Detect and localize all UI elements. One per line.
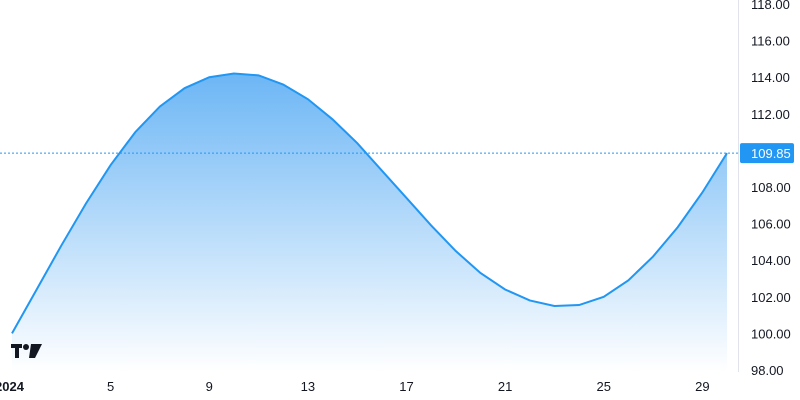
x-tick-label: 25 — [596, 379, 610, 394]
y-tick-label: 112.00 — [751, 107, 790, 122]
x-tick-label: 9 — [206, 379, 213, 394]
last-value-badge: 109.85 — [740, 143, 794, 164]
area-fill — [12, 73, 727, 372]
y-tick-label: 118.00 — [751, 0, 790, 12]
series-line — [11, 72, 728, 334]
y-tick-label: 116.00 — [751, 34, 790, 49]
x-tick-label: 29 — [695, 379, 709, 394]
y-tick-label: 106.00 — [751, 217, 791, 232]
last-value-label: 109.85 — [751, 146, 791, 161]
y-tick-label: 114.00 — [751, 70, 790, 85]
y-tick-label: 108.00 — [751, 180, 791, 195]
x-tick-label: 17 — [399, 379, 413, 394]
x-tick-label: 5 — [107, 379, 114, 394]
y-tick-label: 98.00 — [751, 363, 784, 378]
y-tick-label: 102.00 — [751, 290, 791, 305]
x-tick-label: 21 — [498, 379, 512, 394]
y-axis: 98.00100.00102.00104.00106.00108.00110.0… — [751, 0, 791, 378]
x-tick-label: 13 — [301, 379, 315, 394]
y-tick-label: 100.00 — [751, 326, 791, 341]
y-tick-label: 104.00 — [751, 253, 791, 268]
x-tick-label: 2024 — [0, 379, 25, 394]
tradingview-logo-icon — [11, 344, 42, 358]
plot-area — [0, 72, 739, 372]
x-axis: 2024 5 9 13 17 21 25 29 — [0, 379, 710, 394]
last-value-badge-bg — [740, 143, 794, 164]
